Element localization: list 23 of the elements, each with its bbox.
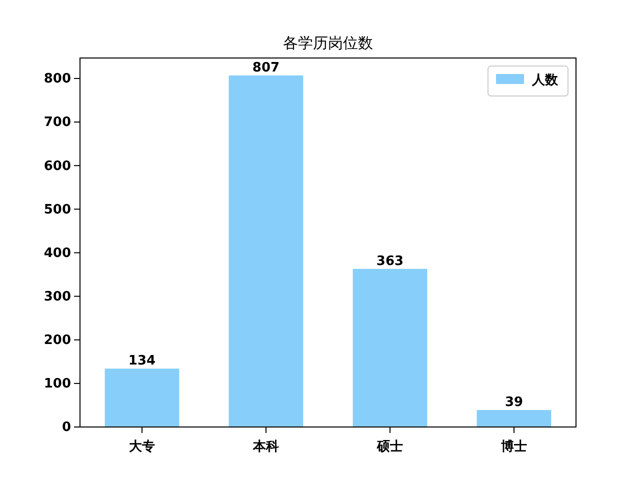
y-tick-label: 600 (44, 158, 71, 174)
y-tick-label: 300 (44, 289, 71, 304)
data-label: 39 (504, 395, 524, 410)
y-tick-label: 0 (62, 420, 71, 436)
legend-label: 人数 (531, 73, 559, 88)
y-tick-label: 500 (44, 202, 71, 218)
y-tick-label: 100 (44, 376, 71, 392)
data-label: 134 (128, 354, 156, 369)
y-tick-label: 400 (44, 246, 71, 261)
bar (476, 410, 552, 427)
y-tick-label: 200 (44, 333, 71, 348)
bar (352, 268, 428, 427)
x-tick-label: 大专 (129, 438, 155, 454)
data-label: 807 (252, 60, 280, 76)
x-tick-label: 硕士 (376, 439, 403, 454)
x-tick-label: 博士 (500, 438, 527, 454)
chart-title: 各学历岗位数 (283, 34, 373, 52)
x-tick-label: 本科 (252, 439, 279, 454)
y-tick-label: 800 (44, 72, 71, 87)
bar (228, 75, 304, 427)
bar (104, 368, 180, 427)
data-label: 363 (376, 254, 404, 269)
y-tick-label: 700 (44, 115, 71, 130)
